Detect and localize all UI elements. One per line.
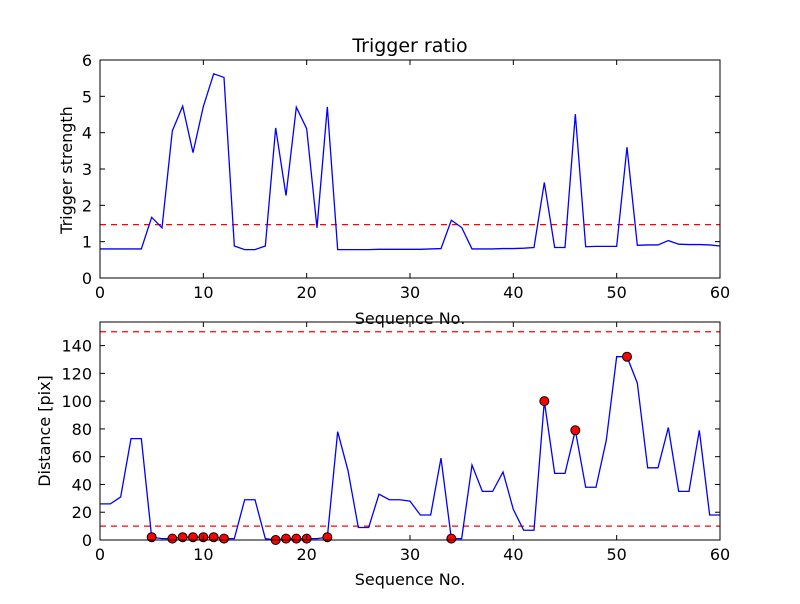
distance-xtick-label: 30	[400, 545, 420, 564]
distance-plot-area: 0 10 20 30 40 50 60 0 20 40 60 80 100 120 140	[61, 322, 730, 564]
distance-xtick-label: 20	[296, 545, 316, 564]
distance-marker-point	[623, 352, 632, 361]
distance-ytick-label: 140	[61, 337, 92, 356]
distance-xtick-label: 40	[503, 545, 523, 564]
trigger-xtick-label: 10	[193, 283, 213, 302]
chart-title: Trigger ratio	[351, 35, 467, 57]
trigger-plot-area: 0 10 20 30 40 50 60 0 1 2 3 4 5 6	[82, 51, 730, 302]
distance-chart: 0 10 20 30 40 50 60 0 20 40 60 80 100 120 140 Sequence…	[35, 322, 730, 589]
trigger-ylabel: Trigger strength	[57, 106, 76, 235]
distance-xtick-label: 10	[193, 545, 213, 564]
trigger-ytick-label: 1	[82, 233, 92, 252]
distance-ytick-label: 60	[72, 448, 92, 467]
trigger-xtick-label: 50	[606, 283, 626, 302]
distance-marker-point	[447, 534, 456, 543]
trigger-ytick-label: 6	[82, 51, 92, 70]
distance-ytick-label: 100	[61, 392, 92, 411]
distance-marker-point	[571, 426, 580, 435]
distance-marker-point	[540, 397, 549, 406]
distance-ylabel: Distance [pix]	[35, 375, 54, 487]
trigger-xtick-label: 20	[296, 283, 316, 302]
trigger-ytick-label: 3	[82, 160, 92, 179]
distance-marker-point	[292, 534, 301, 543]
distance-xtick-label: 60	[710, 545, 730, 564]
distance-xtick-label: 0	[95, 545, 105, 564]
trigger-ytick-label: 2	[82, 196, 92, 215]
trigger-ytick-label: 5	[82, 87, 92, 106]
distance-ytick-label: 120	[61, 364, 92, 383]
distance-marker-point	[168, 534, 177, 543]
trigger-xtick-label: 0	[95, 283, 105, 302]
trigger-axes-frame	[100, 60, 720, 278]
distance-ytick-label: 20	[72, 503, 92, 522]
trigger-series-line	[100, 74, 720, 250]
distance-series-line	[100, 357, 720, 540]
distance-ytick-label: 80	[72, 420, 92, 439]
distance-xlabel: Sequence No.	[355, 570, 466, 589]
trigger-xtick-label: 40	[503, 283, 523, 302]
trigger-ytick-label: 0	[82, 269, 92, 288]
trigger-ytick-label: 4	[82, 124, 92, 143]
trigger-xtick-label: 30	[400, 283, 420, 302]
distance-marker-point	[220, 534, 229, 543]
distance-marker-point	[282, 534, 291, 543]
distance-xtick-label: 50	[606, 545, 626, 564]
trigger-xtick-label: 60	[710, 283, 730, 302]
distance-ytick-label: 40	[72, 475, 92, 494]
distance-ytick-label: 0	[82, 531, 92, 550]
